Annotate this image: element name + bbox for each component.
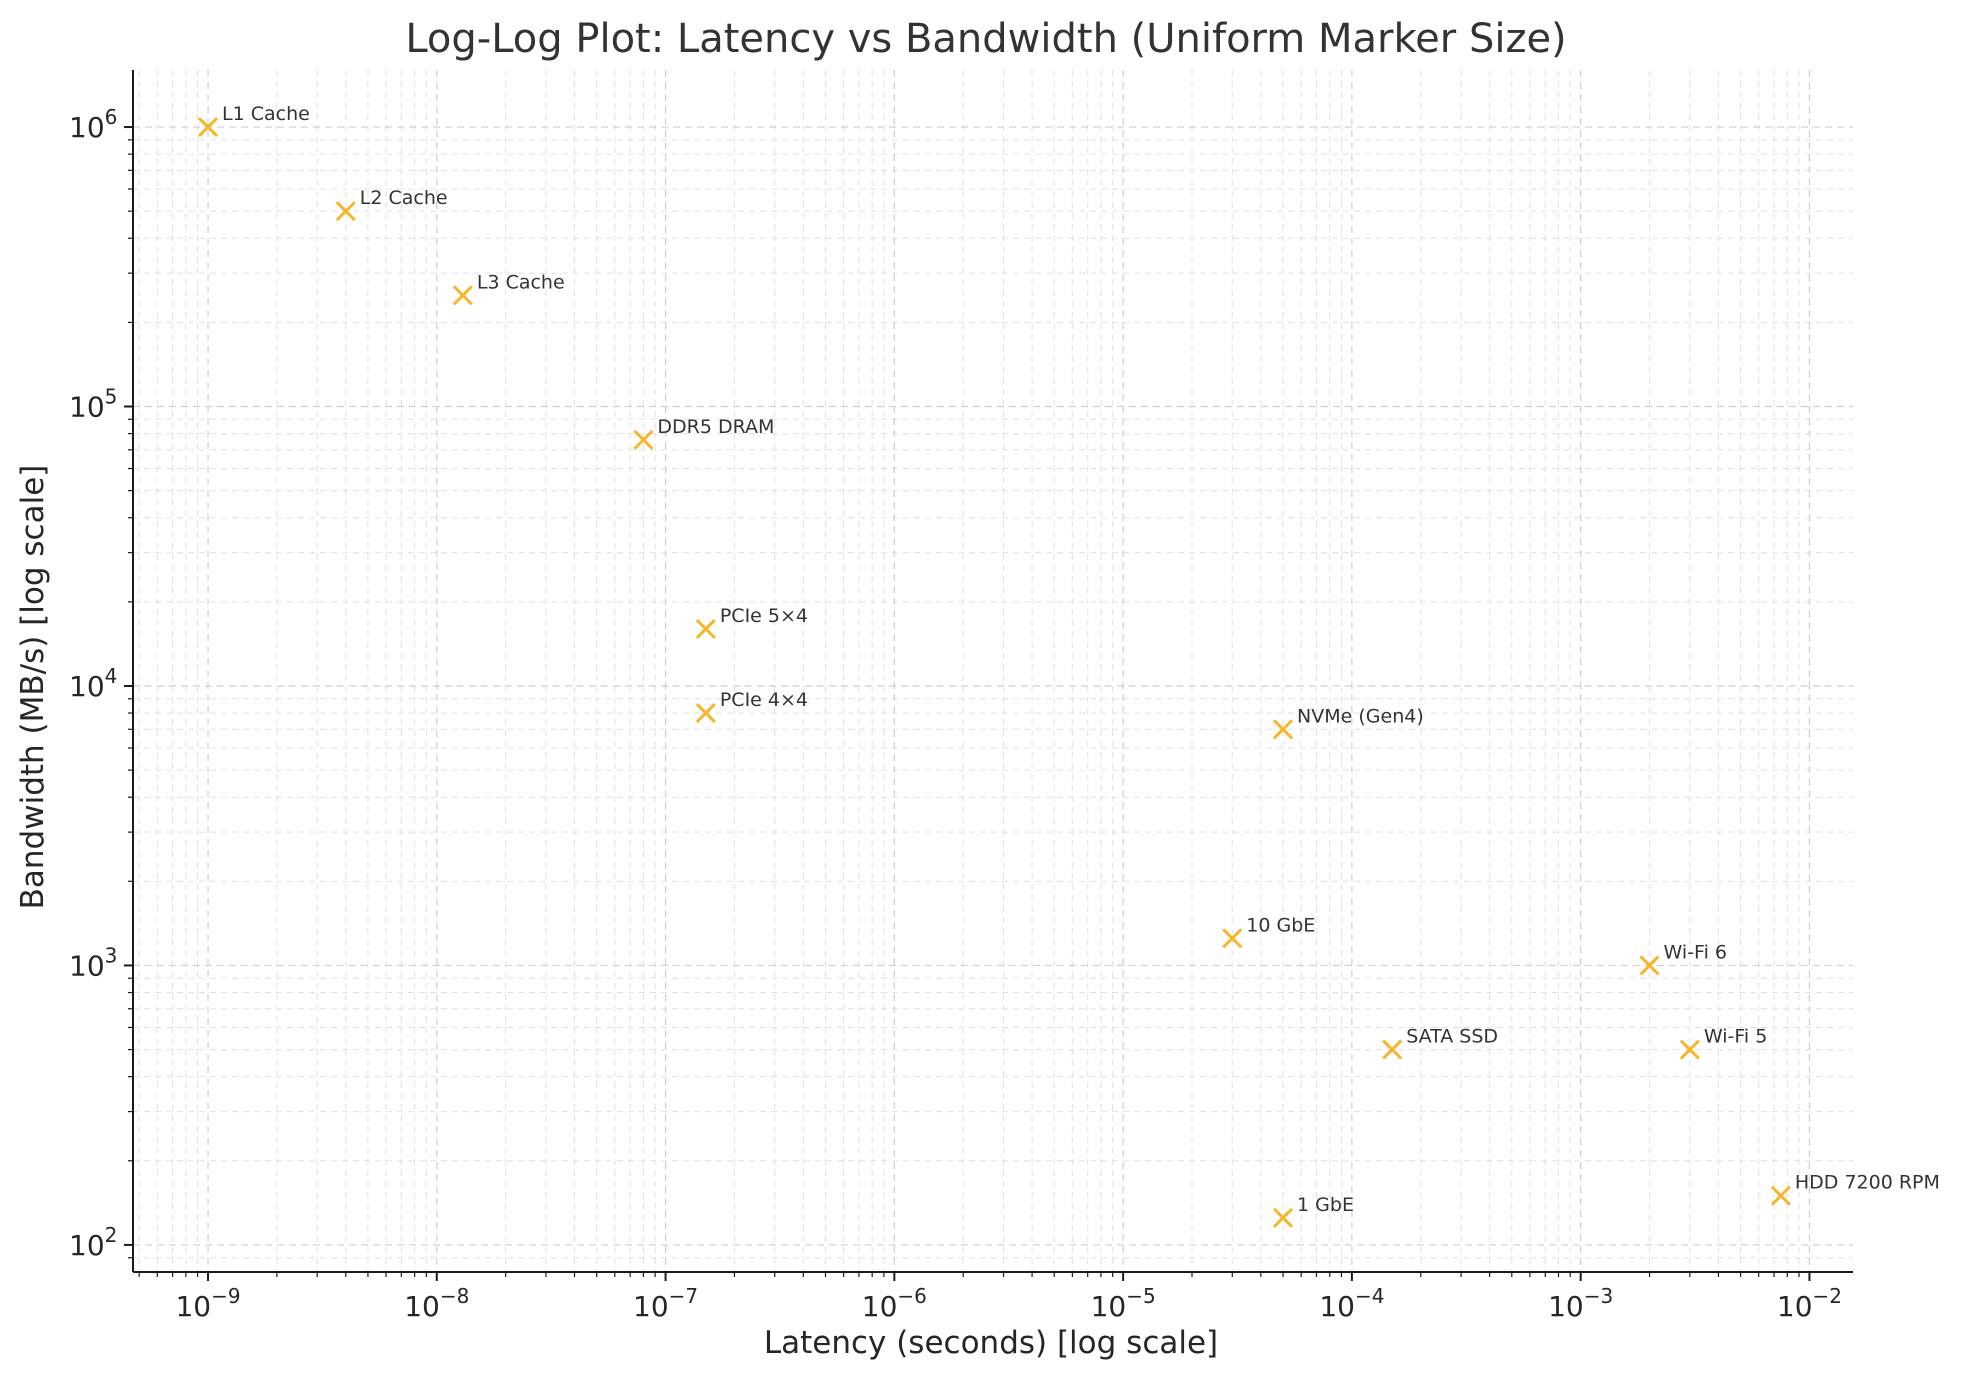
data-point: Wi-Fi 5: [1679, 1026, 1767, 1060]
x-marker-stroke: [1770, 1185, 1791, 1206]
x-tick-label: 10−2: [1777, 1284, 1842, 1323]
x-marker-stroke: [1272, 1207, 1294, 1228]
data-point-label: DDR5 DRAM: [657, 416, 774, 438]
data-point: L2 Cache: [335, 187, 448, 222]
x-marker-stroke: [633, 429, 654, 450]
x-tick-label: 10−3: [1548, 1284, 1613, 1323]
y-tick-label: 104: [69, 664, 117, 703]
x-axis-label: Latency (seconds) [log scale]: [764, 1325, 1218, 1361]
x-marker-stroke: [452, 285, 473, 306]
y-tick-label: 106: [69, 105, 117, 144]
data-point-label: L1 Cache: [222, 103, 310, 125]
grid-lines: [133, 70, 1853, 1272]
axes: 10−9 10−8 10−7 10−6 10−5 10−4 10−3 10−2 102 103 10…: [69, 70, 1853, 1323]
x-marker-stroke: [695, 703, 716, 724]
data-point-label: 10 GbE: [1246, 914, 1315, 936]
x-marker-stroke: [335, 201, 356, 222]
data-point: Wi-Fi 6: [1639, 941, 1727, 976]
data-points: L1 Cache L2 Cache L3 Cache DDR5 DRAM PCIe 5×…: [197, 103, 1940, 1228]
data-point: HDD 7200 RPM: [1770, 1172, 1940, 1206]
x-tick-label: 10−7: [633, 1284, 698, 1323]
data-point: L3 Cache: [452, 271, 565, 306]
x-marker-stroke: [695, 618, 716, 639]
x-marker-stroke: [1639, 955, 1660, 976]
chart-title: Log-Log Plot: Latency vs Bandwidth (Unif…: [405, 16, 1566, 62]
x-marker-stroke: [1382, 1039, 1403, 1060]
x-marker-stroke: [1222, 928, 1243, 949]
data-point-label: Wi-Fi 5: [1704, 1026, 1767, 1048]
x-tick-label: 10−4: [1319, 1284, 1384, 1323]
data-point-label: Wi-Fi 6: [1664, 941, 1727, 963]
data-point: PCIe 4×4: [695, 689, 808, 724]
data-point-label: L2 Cache: [360, 187, 448, 209]
data-point-label: HDD 7200 RPM: [1795, 1172, 1940, 1194]
data-point-label: L3 Cache: [477, 271, 565, 293]
data-point-label: 1 GbE: [1297, 1194, 1354, 1216]
y-tick-label: 105: [69, 385, 117, 424]
data-point: SATA SSD: [1382, 1026, 1498, 1060]
y-tick-label: 103: [69, 943, 117, 982]
data-point: NVMe (Gen4): [1272, 705, 1424, 740]
x-marker-stroke: [197, 116, 219, 138]
data-point: PCIe 5×4: [695, 605, 808, 639]
x-marker-stroke: [1272, 719, 1294, 740]
data-point: L1 Cache: [197, 103, 310, 138]
y-tick-label: 102: [69, 1223, 117, 1262]
data-point-label: NVMe (Gen4): [1297, 705, 1424, 727]
data-point-label: SATA SSD: [1406, 1026, 1498, 1048]
x-tick-label: 10−9: [175, 1284, 240, 1323]
data-point-label: PCIe 5×4: [720, 605, 808, 627]
x-tick-label: 10−6: [862, 1284, 927, 1323]
y-axis-label: Bandwidth (MB/s) [log scale]: [15, 465, 51, 910]
x-marker-stroke: [1679, 1039, 1700, 1060]
data-point: 1 GbE: [1272, 1194, 1354, 1228]
data-point: DDR5 DRAM: [633, 416, 774, 450]
data-point: 10 GbE: [1222, 914, 1315, 949]
data-point-label: PCIe 4×4: [720, 689, 808, 711]
x-tick-label: 10−5: [1091, 1284, 1156, 1323]
x-tick-label: 10−8: [404, 1284, 469, 1323]
